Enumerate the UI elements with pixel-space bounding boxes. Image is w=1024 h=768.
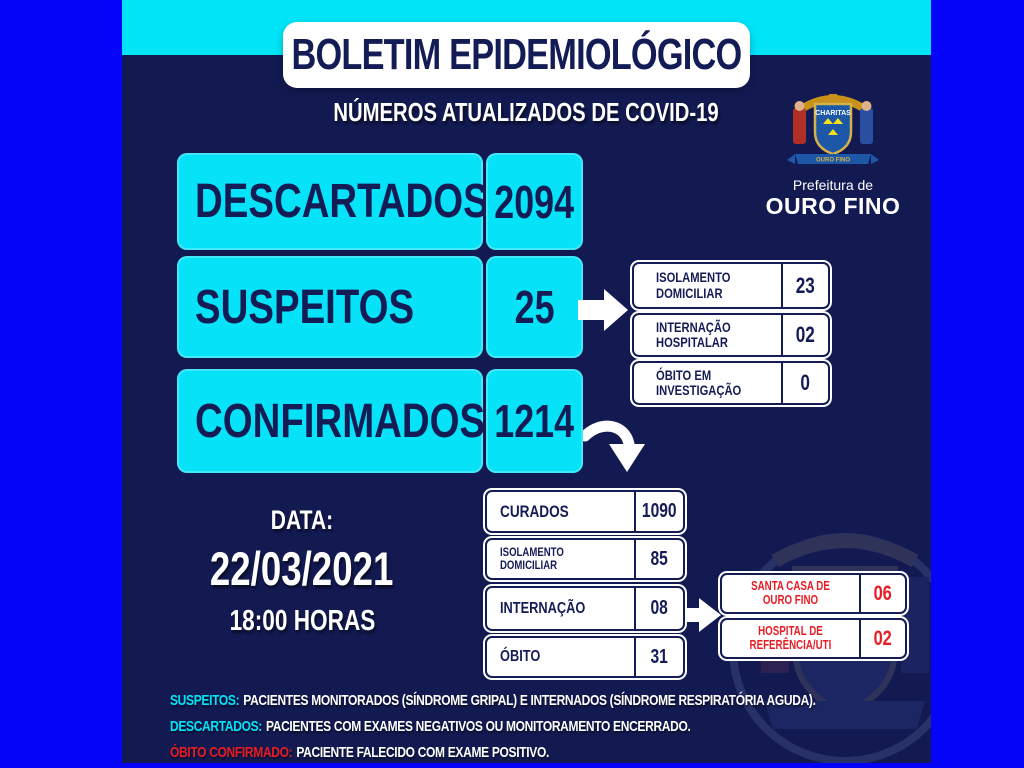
date-time: 18:00 HORAS [229, 605, 375, 637]
coat-of-arms-icon: CHARITAS OURO FINO [787, 94, 879, 164]
title-box: BOLETIM EPIDEMIOLÓGICO [283, 22, 750, 88]
stat-label-descartados: DESCARTADOS [177, 153, 489, 250]
stat-value-descartados: 2094 [486, 153, 583, 250]
legend-line-suspeitos: SUSPEITOS: PACIENTES MONITORADOS (SÍNDROM… [170, 692, 816, 709]
breakdown-row-isolamento-domiciliar: ISOLAMENTO DOMICILIAR 23 [632, 262, 830, 309]
page-title: BOLETIM EPIDEMIOLÓGICO [291, 30, 743, 79]
stat-label-suspeitos: SUSPEITOS [177, 256, 483, 358]
subtitle: NÚMEROS ATUALIZADOS DE COVID-19 [333, 97, 720, 127]
logo-motto: CHARITAS [815, 110, 851, 117]
breakdown-row-internacao: INTERNAÇÃO 08 [485, 586, 685, 631]
breakdown-row-curados: CURADOS 1090 [485, 490, 685, 533]
stat-label-confirmados: CONFIRMADOS [177, 369, 485, 473]
logo-city-label: OURO FINO [765, 193, 901, 219]
breakdown-row-obito: ÓBITO 31 [485, 636, 685, 678]
legend-line-descartados: DESCARTADOS: PACIENTES COM EXAMES NEGATIV… [170, 718, 691, 735]
arrow-right-icon [578, 289, 628, 331]
date-label: DATA: [270, 505, 334, 535]
breakdown-row-isolamento-domiciliar-conf: ISOLAMENTO DOMICILIAR 85 [485, 538, 685, 580]
arrow-curve-down-icon [583, 420, 645, 472]
breakdown-row-obito-investigacao: ÓBITO EM INVESTIGAÇÃO 0 [632, 361, 830, 405]
hospital-row-santa-casa: SANTA CASA DE OURO FINO 06 [720, 573, 907, 614]
date-block: DATA: 22/03/2021 18:00 HORAS [177, 505, 427, 638]
city-logo: CHARITAS OURO FINO Prefeitura de OURO FI… [753, 90, 913, 220]
date-value: 22/03/2021 [210, 542, 394, 595]
legend: SUSPEITOS: PACIENTES MONITORADOS (SÍNDROM… [170, 692, 910, 768]
stat-value-suspeitos: 25 [486, 256, 583, 358]
stat-value-confirmados: 1214 [486, 369, 583, 473]
hospital-row-referencia-uti: HOSPITAL DE REFERÊNCIA/UTI 02 [720, 618, 907, 659]
breakdown-row-internacao-hospitalar: INTERNAÇÃO HOSPITALAR 02 [632, 313, 830, 357]
legend-line-obito-confirmado: ÓBITO CONFIRMADO: PACIENTE FALECIDO COM E… [170, 744, 549, 761]
logo-org-label: Prefeitura de [792, 177, 874, 193]
arrow-right-icon [687, 598, 721, 632]
logo-ribbon: OURO FINO [816, 158, 850, 164]
